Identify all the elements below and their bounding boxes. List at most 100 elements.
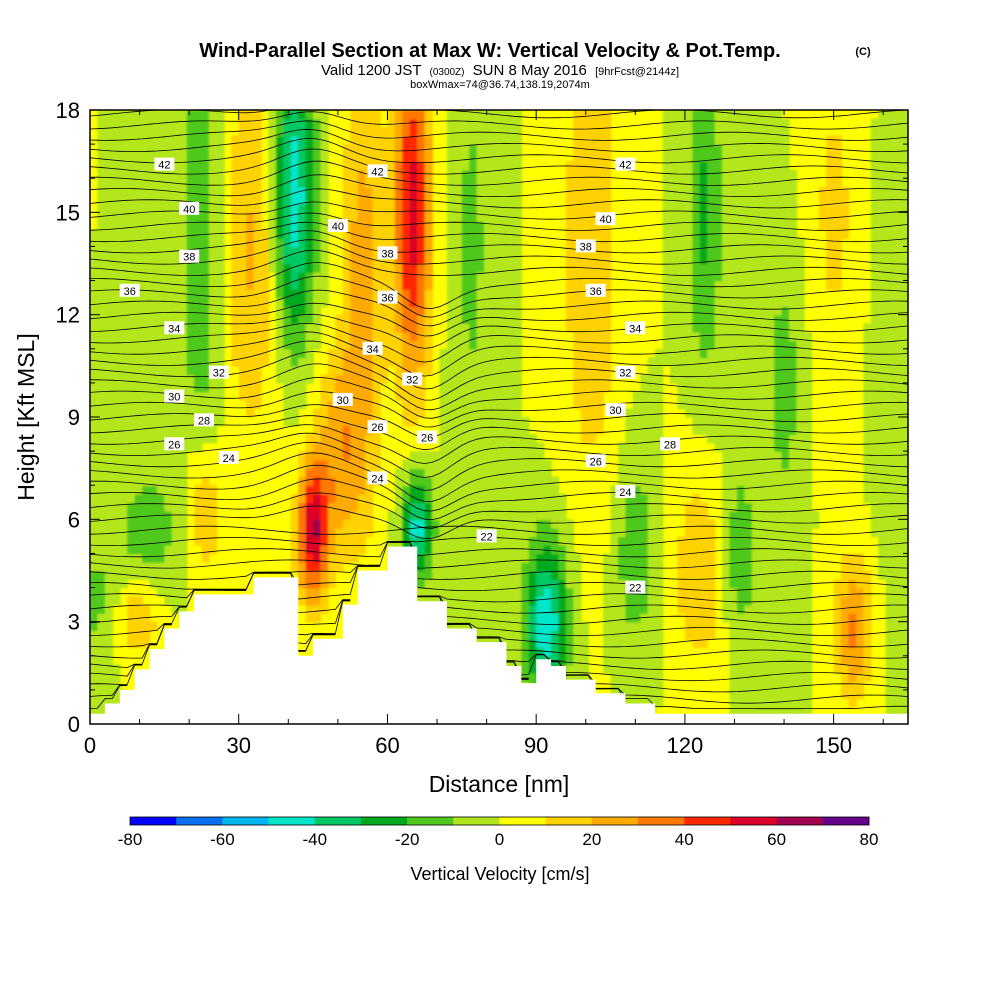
velocity-cell [380, 212, 389, 222]
velocity-cell [201, 203, 210, 214]
velocity-cell [134, 434, 143, 444]
velocity-cell [603, 127, 612, 137]
velocity-cell [134, 161, 143, 171]
velocity-cell [402, 289, 411, 299]
velocity-cell [714, 186, 723, 197]
velocity-cell [484, 195, 493, 205]
velocity-cell [461, 340, 471, 350]
velocity-cell [335, 476, 344, 487]
velocity-cell [127, 442, 136, 452]
velocity-cell [625, 638, 634, 649]
velocity-cell [774, 161, 783, 171]
velocity-cell [149, 203, 158, 214]
velocity-cell [313, 613, 322, 623]
velocity-cell [461, 476, 471, 487]
velocity-cell [335, 417, 344, 427]
velocity-cell [692, 570, 701, 580]
velocity-cell [759, 152, 768, 162]
velocity-cell [409, 220, 418, 231]
velocity-cell [759, 306, 768, 316]
velocity-cell [298, 399, 307, 410]
velocity-cell [699, 178, 709, 188]
velocity-cell [335, 519, 344, 529]
velocity-cell [484, 459, 493, 469]
velocity-cell [446, 399, 456, 410]
velocity-cell [632, 468, 642, 478]
velocity-cell [216, 374, 225, 384]
velocity-cell [506, 229, 515, 239]
velocity-cell [565, 314, 575, 324]
velocity-cell [387, 527, 396, 538]
velocity-cell [692, 203, 701, 214]
velocity-cell [454, 263, 463, 273]
velocity-cell [677, 357, 686, 367]
velocity-cell [647, 613, 656, 623]
velocity-cell [766, 689, 775, 700]
velocity-cell [729, 689, 738, 700]
velocity-cell [751, 527, 761, 538]
velocity-cell [253, 220, 262, 231]
velocity-cell [759, 237, 768, 248]
velocity-cell [588, 229, 597, 239]
velocity-cell [789, 655, 798, 666]
velocity-cell [97, 527, 106, 538]
velocity-cell [803, 621, 813, 631]
velocity-cell [774, 493, 783, 504]
velocity-cell [320, 596, 329, 606]
velocity-cell [90, 604, 99, 614]
velocity-cell [179, 604, 188, 614]
velocity-cell [261, 289, 270, 299]
velocity-cell [179, 536, 188, 546]
velocity-cell [112, 451, 121, 461]
velocity-cell [513, 135, 523, 145]
velocity-cell [640, 553, 649, 563]
velocity-cell [662, 289, 671, 299]
velocity-cell [446, 468, 456, 478]
velocity-cell [699, 263, 709, 273]
velocity-cell [469, 263, 478, 273]
velocity-cell [707, 399, 716, 410]
velocity-cell [179, 340, 188, 350]
velocity-cell [171, 152, 181, 162]
velocity-cell [640, 442, 649, 452]
velocity-cell [506, 152, 515, 162]
velocity-cell [499, 314, 508, 324]
velocity-cell [670, 178, 679, 188]
velocity-cell [171, 493, 181, 504]
velocity-cell [104, 647, 114, 657]
velocity-cell [149, 519, 158, 529]
velocity-cell [684, 135, 694, 145]
velocity-cell [469, 527, 478, 538]
velocity-cell [387, 178, 396, 188]
velocity-cell [699, 544, 709, 555]
velocity-cell [684, 527, 694, 538]
velocity-cell [751, 178, 761, 188]
velocity-cell [417, 391, 426, 401]
velocity-cell [759, 135, 768, 145]
velocity-cell [677, 570, 686, 580]
velocity-cell [781, 553, 790, 563]
velocity-cell [632, 621, 642, 631]
velocity-cell [513, 365, 523, 376]
velocity-cell [803, 340, 813, 350]
velocity-cell [186, 331, 195, 342]
velocity-cell [446, 553, 456, 563]
velocity-cell [320, 604, 329, 614]
velocity-cell [134, 527, 143, 538]
velocity-cell [789, 254, 798, 265]
velocity-cell [104, 391, 114, 401]
velocity-cell [647, 553, 656, 563]
velocity-cell [551, 553, 560, 563]
velocity-cell [380, 135, 389, 145]
velocity-cell [142, 442, 151, 452]
velocity-cell [736, 178, 746, 188]
velocity-cell [238, 374, 247, 384]
velocity-cell [372, 144, 381, 154]
velocity-cell [119, 152, 128, 162]
velocity-cell [290, 263, 300, 273]
velocity-cell [744, 254, 753, 265]
velocity-cell [372, 357, 381, 367]
velocity-cell [729, 647, 738, 657]
velocity-cell [446, 203, 456, 214]
velocity-cell [208, 280, 218, 290]
